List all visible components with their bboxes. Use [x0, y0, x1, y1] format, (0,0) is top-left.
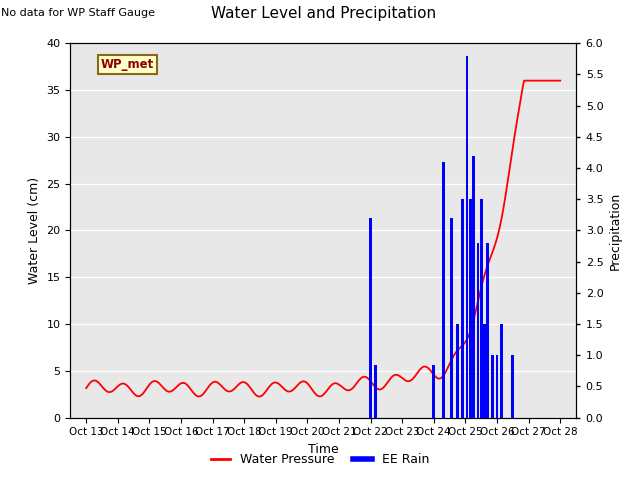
Bar — [450, 218, 452, 418]
Bar — [374, 365, 377, 418]
Bar — [480, 199, 483, 418]
Bar — [483, 324, 486, 418]
Legend: Water Pressure, EE Rain: Water Pressure, EE Rain — [206, 448, 434, 471]
Bar — [491, 355, 493, 418]
X-axis label: Time: Time — [308, 443, 339, 456]
Y-axis label: Precipitation: Precipitation — [609, 191, 622, 270]
Text: No data for WP Staff Gauge: No data for WP Staff Gauge — [1, 8, 155, 18]
Title: Water Level and Precipitation: Water Level and Precipitation — [211, 6, 436, 21]
Bar — [442, 162, 445, 418]
Bar — [433, 365, 435, 418]
Text: WP_met: WP_met — [100, 58, 154, 71]
Bar — [500, 324, 503, 418]
Y-axis label: Water Level (cm): Water Level (cm) — [28, 177, 41, 284]
Bar — [456, 324, 459, 418]
Bar — [511, 355, 514, 418]
Bar — [468, 199, 472, 418]
Bar — [472, 156, 475, 418]
Bar — [461, 199, 463, 418]
Bar — [465, 56, 468, 418]
Bar — [495, 355, 499, 418]
Bar — [477, 243, 479, 418]
Bar — [486, 243, 489, 418]
Bar — [369, 218, 372, 418]
